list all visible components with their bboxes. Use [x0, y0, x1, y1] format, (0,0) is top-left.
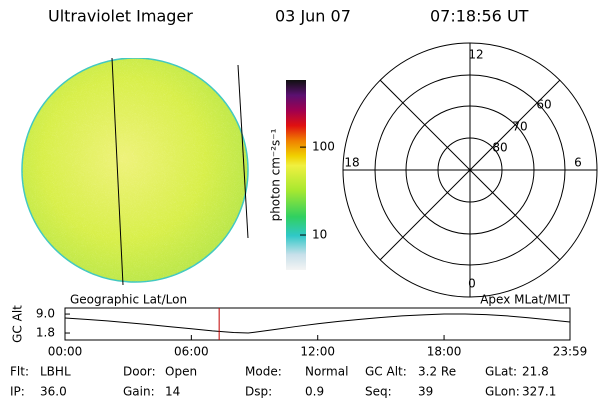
y-tick-label: 1.8 [36, 326, 55, 340]
info-value: 14 [165, 385, 180, 399]
mlt-label: 6 [574, 156, 582, 170]
info-label: Dsp: [245, 385, 272, 399]
colorbar-tick-label: 10 [312, 228, 327, 242]
mlt-label: 18 [344, 156, 359, 170]
x-tick-label: 23:59 [553, 345, 588, 359]
info-label: Mode: [245, 365, 282, 379]
info-label: GC Alt: [365, 365, 407, 379]
x-tick-label: 00:00 [48, 345, 83, 359]
info-label: Seq: [365, 385, 392, 399]
colorbar-label: photon cm⁻²s⁻¹ [269, 128, 283, 221]
colorbar-tick-label: 100 [312, 140, 335, 154]
info-label: Gain: [123, 385, 155, 399]
info-label: GLon: [485, 385, 520, 399]
alt-line [64, 313, 571, 334]
title: Ultraviolet Imager [48, 7, 193, 26]
info-value: 3.2 Re [418, 365, 456, 379]
mlat-label: 60 [536, 98, 551, 112]
y-tick-label: 9.0 [36, 307, 55, 321]
annotation: Apex MLat/MLT [480, 293, 570, 307]
info-value: 36.0 [40, 385, 67, 399]
mlat-label: 70 [512, 120, 527, 134]
info-value: 21.8 [522, 365, 549, 379]
mlt-label: 12 [468, 48, 483, 62]
info-label: Flt: [10, 365, 29, 379]
earth-image [21, 58, 249, 283]
meridian [111, 57, 124, 286]
info-value: 327.1 [522, 385, 556, 399]
time: 07:18:56 UT [430, 7, 529, 26]
info-value: LBHL [40, 365, 71, 379]
polar-grid [342, 42, 598, 298]
x-tick-label: 18:00 [427, 345, 462, 359]
annotation: Geographic Lat/Lon [70, 293, 187, 307]
date: 03 Jun 07 [275, 7, 351, 26]
info-value: 0.9 [305, 385, 324, 399]
x-tick-label: 12:00 [300, 345, 335, 359]
info-label: Door: [123, 365, 156, 379]
info-label: IP: [10, 385, 25, 399]
info-label: GLat: [485, 365, 517, 379]
info-value: 39 [418, 385, 433, 399]
mlat-label: 80 [492, 141, 507, 155]
meridian [237, 64, 249, 239]
info-value: Normal [305, 365, 348, 379]
info-value: Open [165, 365, 197, 379]
mlt-label: 0 [468, 277, 476, 291]
y-axis-label: GC Alt [11, 305, 25, 343]
x-tick-label: 06:00 [174, 345, 209, 359]
colorbar [286, 80, 306, 270]
